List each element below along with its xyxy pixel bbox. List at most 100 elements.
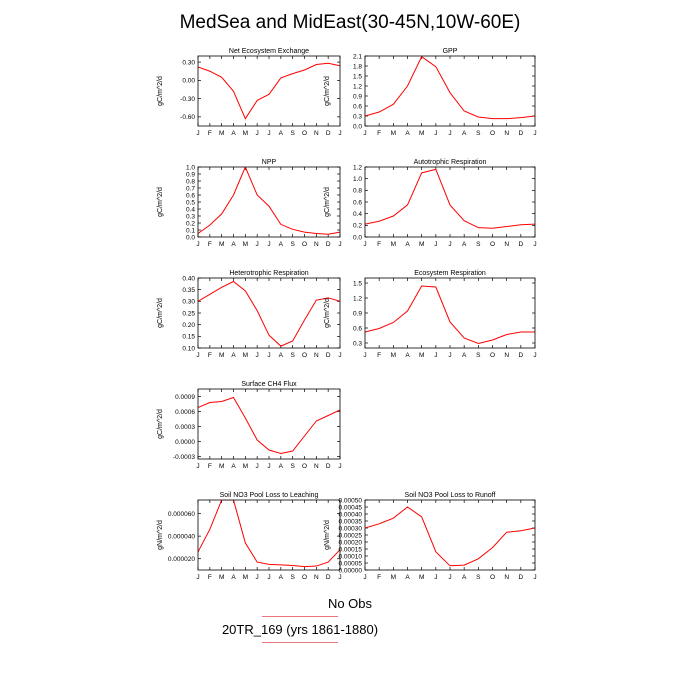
y-tick-label: 0.0000: [175, 439, 195, 446]
x-tick-label: J: [196, 574, 199, 581]
y-tick-label: 0.00035: [339, 518, 363, 525]
y-tick-label: 0.00025: [339, 532, 363, 539]
x-tick-label: M: [419, 241, 424, 248]
panel-2: GPP gC/m^2/d 0.0 0.3 0.6 0.9 1.2 1.5 1.8 2.1 J F M A M…: [324, 48, 537, 137]
y-tick-label: 0.00: [182, 78, 195, 85]
x-tick-label: M: [243, 574, 248, 581]
y-tick-label: 1.2: [353, 295, 362, 302]
y-tick-label: 0.6: [186, 192, 195, 199]
y-axis-label: gC/m^2/d: [157, 298, 164, 328]
panel-4: Autotrophic Respiration gC/m^2/d 0.0 0.2 0.4…: [324, 159, 537, 248]
x-tick-label: M: [391, 130, 396, 137]
x-tick-label: A: [405, 574, 410, 581]
y-tick-label: 0.0: [353, 234, 362, 241]
series-line: [198, 280, 340, 347]
x-tick-label: J: [267, 241, 270, 248]
y-tick-label: 0.1: [186, 227, 195, 234]
figure-title: MedSea and MidEast(30-45N,10W-60E): [179, 12, 521, 33]
x-tick-label: F: [377, 574, 381, 581]
x-tick-label: J: [196, 241, 199, 248]
x-tick-label: A: [462, 130, 467, 137]
x-tick-label: N: [504, 130, 509, 137]
y-tick-label: -0.30: [180, 96, 195, 103]
y-tick-label: 0.9: [353, 310, 362, 317]
x-tick-label: M: [243, 352, 248, 359]
x-tick-label: J: [434, 574, 437, 581]
x-tick-label: F: [208, 130, 212, 137]
y-axis-label: gC/m^2/d: [324, 76, 331, 106]
y-axis-label: gN/m^2/d: [157, 520, 164, 550]
x-tick-label: F: [208, 574, 212, 581]
x-tick-label: J: [338, 574, 341, 581]
panel-5: Heterotrophic Respiration gC/m^2/d 0.10 0.1…: [157, 270, 342, 359]
x-tick-label: J: [533, 241, 536, 248]
x-tick-label: J: [533, 352, 536, 359]
y-tick-label: 0.6: [353, 325, 362, 332]
x-tick-label: J: [448, 574, 451, 581]
x-tick-label: M: [243, 241, 248, 248]
x-tick-label: M: [391, 574, 396, 581]
x-tick-label: O: [302, 352, 307, 359]
y-axis-label: gC/m^2/d: [157, 187, 164, 217]
y-tick-label: 0.00005: [339, 560, 363, 567]
x-tick-label: S: [290, 574, 295, 581]
x-tick-label: J: [256, 574, 259, 581]
panel-frame: [364, 277, 536, 349]
x-tick-label: J: [256, 352, 259, 359]
y-tick-label: 0.7: [186, 185, 195, 192]
panel-1: Net Ecosystem Exchange gC/m^2/d -0.60 -0.30…: [157, 48, 342, 137]
y-tick-label: 1.0: [353, 176, 362, 183]
x-tick-label: J: [338, 463, 341, 470]
x-tick-label: A: [231, 241, 236, 248]
x-tick-label: M: [219, 241, 224, 248]
y-tick-label: 0.30: [182, 299, 195, 306]
x-tick-label: A: [405, 241, 410, 248]
panel-title: NPP: [262, 159, 277, 166]
y-tick-label: 0.25: [182, 310, 195, 317]
x-tick-label: F: [377, 352, 381, 359]
x-tick-label: A: [462, 352, 467, 359]
x-tick-label: A: [231, 463, 236, 470]
y-tick-label: 0.10: [182, 345, 195, 352]
x-tick-label: J: [267, 352, 270, 359]
y-tick-label: 0.30: [182, 59, 195, 66]
legend-obs-label: No Obs: [327, 596, 373, 611]
x-tick-label: J: [256, 463, 259, 470]
x-tick-label: D: [326, 241, 331, 248]
x-tick-label: D: [326, 130, 331, 137]
series-line: [365, 506, 535, 567]
x-tick-label: M: [419, 574, 424, 581]
x-tick-label: J: [338, 130, 341, 137]
panel-title: Soil NO3 Pool Loss to Runoff: [405, 492, 496, 499]
y-tick-label: 0.8: [353, 188, 362, 195]
y-tick-label: -0.60: [180, 114, 195, 121]
y-tick-label: 0.2: [353, 223, 362, 230]
legend-obs-rule: [262, 616, 338, 617]
x-tick-label: A: [462, 574, 467, 581]
y-tick-label: 0.15: [182, 334, 195, 341]
x-tick-label: M: [243, 130, 248, 137]
y-tick-label: 2.1: [353, 53, 362, 60]
y-tick-label: 0.9: [186, 171, 195, 178]
x-tick-label: N: [504, 241, 509, 248]
y-tick-label: 0.2: [186, 220, 195, 227]
x-tick-label: J: [363, 352, 366, 359]
panel-frame: [197, 277, 341, 349]
series-line: [198, 500, 340, 568]
x-tick-label: S: [476, 352, 481, 359]
series-line: [365, 285, 535, 345]
x-tick-label: A: [279, 574, 284, 581]
x-tick-label: O: [302, 463, 307, 470]
x-tick-label: J: [434, 130, 437, 137]
x-tick-label: J: [434, 352, 437, 359]
panel-8: Soil NO3 Pool Loss to Leaching gN/m^2/d 0.…: [157, 492, 342, 581]
legend-model-rule: [262, 642, 338, 643]
y-tick-label: 1.5: [353, 73, 362, 80]
x-tick-label: O: [490, 352, 495, 359]
panel-frame: [197, 388, 341, 460]
x-tick-label: A: [231, 352, 236, 359]
panel-frame: [197, 55, 341, 127]
x-tick-label: M: [391, 352, 396, 359]
y-tick-label: 0.6: [353, 199, 362, 206]
x-tick-label: D: [518, 130, 523, 137]
